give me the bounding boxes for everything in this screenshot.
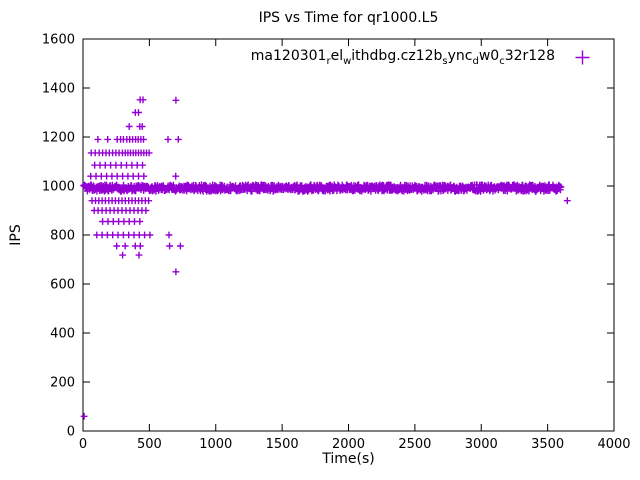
y-tick-label: 600 — [50, 278, 75, 293]
axis-ticks — [82, 38, 615, 432]
x-tick-label: 500 — [137, 437, 162, 452]
legend-label: ma120301relwithdbg.cz12bsyncdw0c32r128 — [250, 48, 555, 67]
x-tick-label: 3000 — [465, 437, 498, 452]
chart-title: IPS vs Time for qr1000.L5 — [258, 10, 439, 26]
x-axis-label: Time(s) — [322, 451, 375, 467]
y-tick-label: 1000 — [42, 180, 75, 195]
x-tick-label: 3500 — [531, 437, 564, 452]
y-tick-label: 200 — [50, 376, 75, 391]
scatter-points — [80, 96, 571, 420]
x-tick-label: 2000 — [332, 437, 365, 452]
y-tick-label: 400 — [50, 327, 75, 342]
legend: ma120301relwithdbg.cz12bsyncdw0c32r128 — [251, 48, 590, 67]
y-axis-label: IPS — [8, 224, 24, 246]
x-tick-label: 4000 — [597, 437, 630, 452]
plot-border — [82, 38, 615, 432]
y-tick-label: 1600 — [42, 33, 75, 48]
y-tick-label: 1400 — [42, 82, 75, 97]
x-tick-label: 1500 — [266, 437, 299, 452]
x-tick-label: 1000 — [199, 437, 232, 452]
plus-marker-icon — [575, 50, 590, 65]
x-tick-label: 0 — [79, 437, 87, 452]
x-tick-label: 2500 — [398, 437, 431, 452]
y-tick-label: 0 — [67, 425, 75, 440]
y-tick-label: 800 — [50, 229, 75, 244]
y-tick-label: 1200 — [42, 131, 75, 146]
